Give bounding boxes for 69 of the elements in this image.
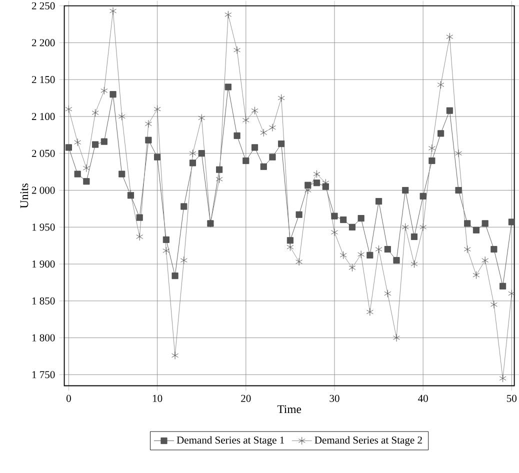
- point: [242, 157, 250, 164]
- y-tick-label: 2 250: [32, 2, 55, 10]
- point: [216, 166, 223, 173]
- legend-label: Demand Series at Stage 2: [314, 436, 422, 446]
- y-tick-label: 1 850: [32, 297, 55, 304]
- point: [251, 144, 258, 151]
- point: [410, 233, 418, 240]
- point: [376, 198, 382, 204]
- point: [154, 154, 161, 160]
- y-tick-label: 2 000: [32, 186, 55, 194]
- y-tick-label: 2 100: [32, 112, 55, 120]
- point: [136, 214, 143, 221]
- point: [314, 179, 320, 186]
- x-tick-label: 30: [330, 394, 340, 402]
- point: [304, 182, 312, 188]
- legend-label: Demand Series at Stage 1: [176, 436, 284, 446]
- point: [145, 136, 152, 144]
- x-axis-title: Time: [277, 405, 302, 413]
- point: [366, 252, 374, 258]
- point: [110, 90, 116, 98]
- y-tick-label: 1 800: [32, 334, 55, 342]
- point: [420, 192, 426, 200]
- y-tick-label: 2 150: [32, 76, 55, 83]
- point: [260, 163, 267, 170]
- x-tick-label: 50: [507, 394, 517, 402]
- point: [92, 141, 99, 148]
- point: [384, 246, 391, 252]
- point: [100, 138, 108, 145]
- point: [296, 211, 302, 218]
- x-tick-label: 0: [66, 394, 71, 402]
- y-tick-label: 2 200: [32, 38, 55, 46]
- y-tick-label: 1 750: [32, 370, 55, 378]
- point: [83, 178, 90, 184]
- point: [508, 218, 515, 226]
- point: [278, 140, 285, 147]
- point: [428, 157, 436, 164]
- point: [455, 186, 462, 194]
- point: [162, 236, 170, 243]
- y-tick-label: 1 900: [32, 260, 55, 268]
- y-tick-label: 2 050: [32, 150, 55, 157]
- point: [180, 203, 188, 210]
- point: [74, 170, 81, 178]
- point: [438, 130, 444, 137]
- point: [340, 216, 347, 223]
- point: [65, 144, 72, 151]
- x-tick-label: 10: [152, 394, 162, 402]
- point: [118, 170, 126, 178]
- point: [198, 150, 205, 156]
- point: [402, 186, 409, 194]
- point: [472, 226, 480, 234]
- point: [172, 272, 178, 279]
- x-tick-label: 40: [418, 394, 428, 402]
- point: [269, 154, 276, 160]
- point: [286, 236, 294, 244]
- point: [358, 214, 364, 222]
- y-axis-title: Units: [20, 183, 28, 208]
- y-tick-label: 1 950: [32, 223, 55, 230]
- point: [331, 212, 338, 220]
- point: [482, 220, 488, 227]
- point: [234, 132, 240, 139]
- point: [189, 159, 196, 166]
- point: [490, 246, 498, 252]
- point: [500, 282, 506, 290]
- x-tick-label: 20: [241, 394, 251, 402]
- point: [464, 220, 471, 227]
- point: [224, 84, 232, 90]
- point: [348, 224, 356, 230]
- point: [446, 107, 453, 114]
- point: [393, 256, 400, 264]
